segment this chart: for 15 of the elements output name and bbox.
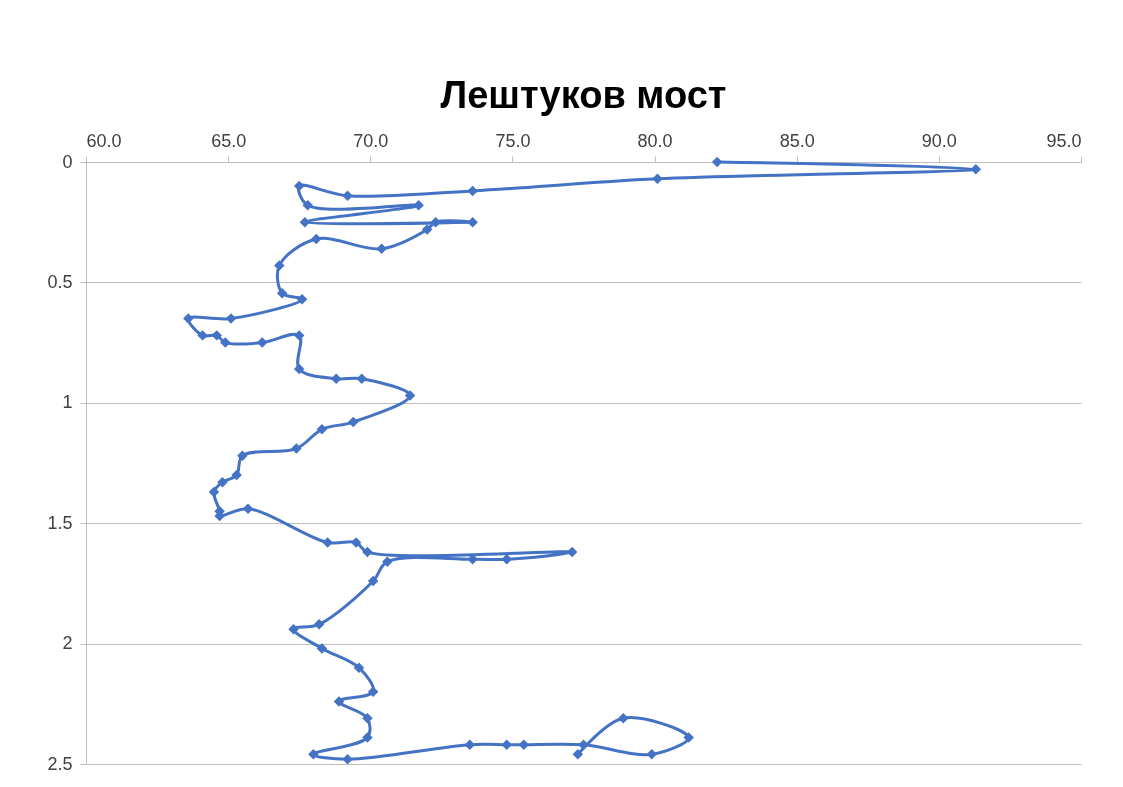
x-tick-label: 75.0 [495, 130, 531, 151]
x-tick-label: 70.0 [353, 130, 389, 151]
x-tick-label: 80.0 [637, 130, 673, 151]
y-tick-label: 0.5 [47, 271, 73, 292]
y-tick-label: 1.5 [47, 512, 73, 533]
y-tick-label: 2.5 [47, 753, 73, 774]
x-tick-label: 85.0 [779, 130, 815, 151]
x-tick-label: 65.0 [211, 130, 247, 151]
y-tick-label: 0 [62, 151, 73, 172]
x-tick-label: 95.0 [1046, 130, 1082, 151]
y-tick-label: 2 [62, 633, 73, 654]
x-tick-label: 90.0 [921, 130, 957, 151]
chart-title: Лештуков мост [440, 74, 727, 116]
x-tick-label: 60.0 [86, 130, 122, 151]
y-tick-label: 1 [62, 392, 73, 413]
